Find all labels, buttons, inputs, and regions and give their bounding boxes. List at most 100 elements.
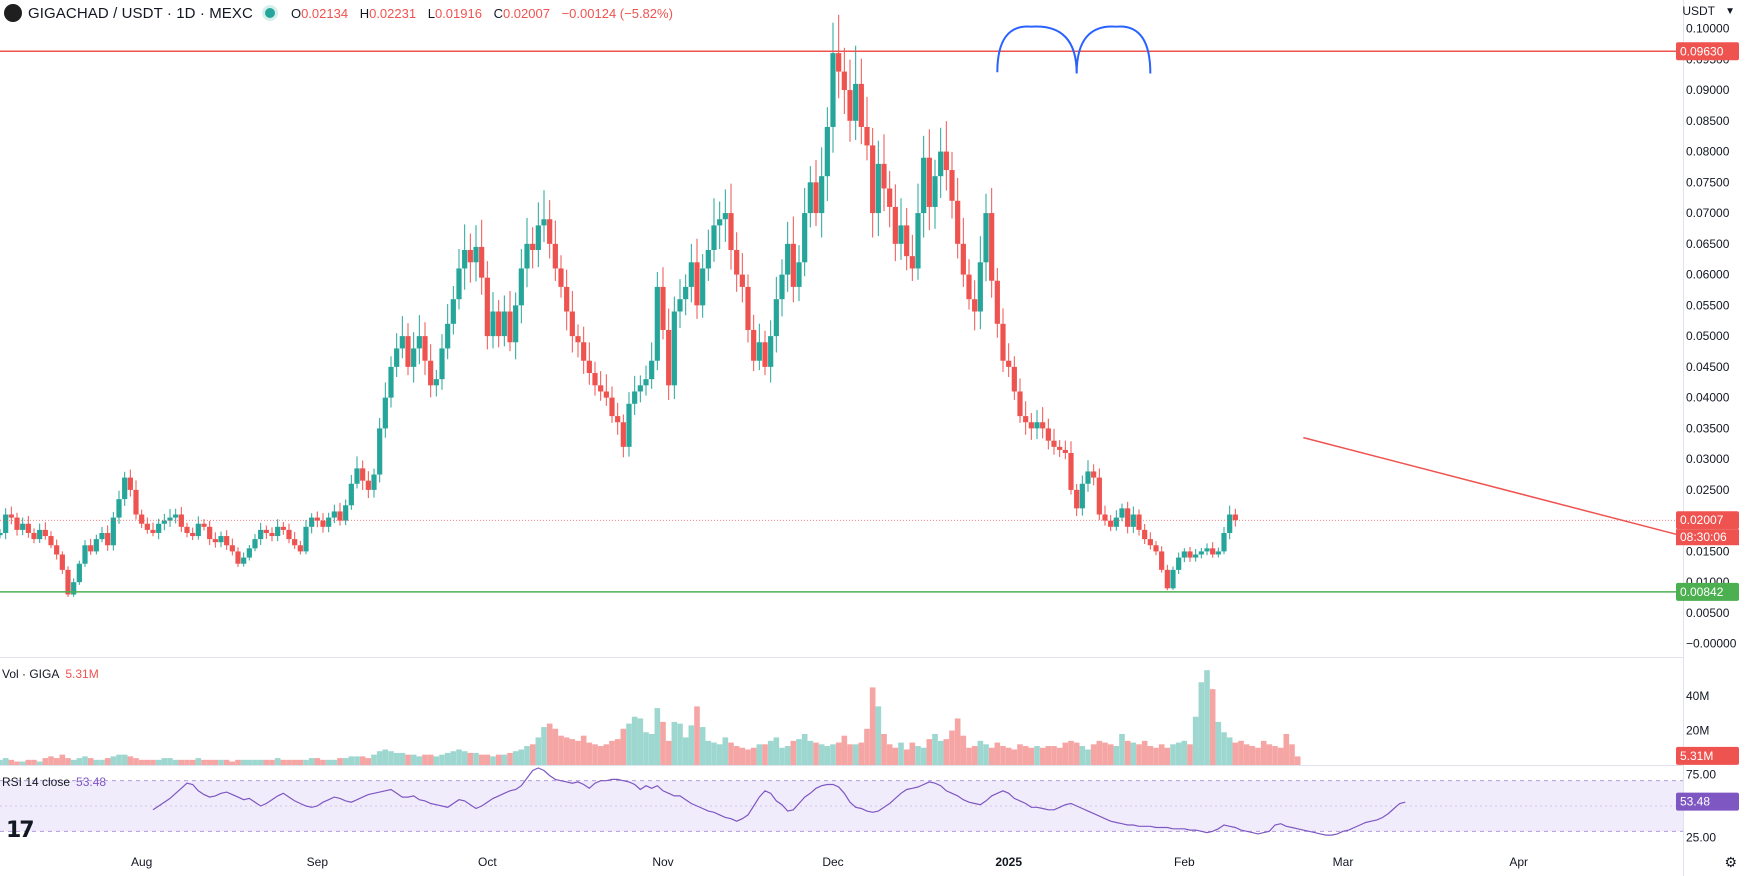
candle-body — [354, 468, 360, 484]
volume-bar — [150, 759, 156, 765]
volume-bar — [796, 739, 802, 765]
rsi-price-label: 53.48 — [1680, 795, 1710, 809]
candle-body — [1079, 483, 1085, 509]
volume-bar — [858, 742, 865, 765]
volume-bar — [631, 716, 638, 765]
volume-bar — [529, 744, 536, 765]
last-price-label: 0.02007 — [1680, 513, 1724, 527]
candle-body — [745, 286, 751, 330]
market-status-icon — [264, 8, 275, 18]
candle-body — [348, 483, 354, 506]
volume-bar — [257, 759, 264, 765]
volume-bar — [767, 740, 774, 765]
volume-bar — [388, 751, 394, 765]
double-top-drawing[interactable] — [996, 25, 1152, 74]
symbol-title[interactable]: GIGACHAD / USDT · 1D · MEXC — [28, 4, 253, 22]
volume-bar — [654, 708, 661, 765]
candle-body — [428, 360, 434, 386]
volume-bar — [813, 742, 819, 765]
y-tick-label: 0.04500 — [1686, 360, 1730, 374]
candle-body — [768, 336, 774, 367]
candle-body — [1221, 532, 1227, 552]
volume-bar — [410, 754, 417, 765]
candle-body — [144, 523, 150, 530]
y-tick-label: 0.03500 — [1686, 421, 1730, 435]
volume-bar — [688, 725, 695, 765]
rsi-axis-label: 25.00 — [1686, 831, 1716, 845]
rsi-value: 53.48 — [76, 775, 107, 789]
currency-selector[interactable]: USDT — [1682, 4, 1715, 18]
volume-bar — [1130, 742, 1137, 765]
volume-bar — [93, 759, 100, 765]
volume-bar — [495, 754, 502, 765]
candle-body — [484, 277, 490, 337]
candle-body — [365, 480, 371, 490]
candle-body — [320, 520, 326, 527]
candle-body — [1023, 416, 1029, 423]
volume-bar — [518, 749, 525, 765]
candle-body — [813, 182, 819, 214]
candle-body — [1085, 471, 1091, 484]
candle-body — [751, 329, 757, 361]
volume-bar — [235, 759, 241, 765]
candle-body — [909, 256, 915, 269]
candle-body — [887, 188, 893, 207]
volume-bar — [1102, 742, 1108, 765]
candle-body — [292, 539, 298, 546]
volume-bar — [886, 744, 893, 765]
candle-body — [592, 373, 598, 386]
candle-body — [161, 520, 167, 524]
volume-bar — [541, 727, 547, 765]
chevron-down-icon[interactable]: ▼ — [1725, 6, 1735, 17]
candle-body — [1232, 514, 1238, 521]
candle-body — [671, 311, 677, 386]
volume-bar — [722, 737, 729, 765]
rsi-line — [152, 767, 1406, 836]
volume-bar — [133, 758, 139, 765]
candle-body — [700, 268, 706, 306]
volume-bar — [354, 756, 360, 765]
volume-bar — [240, 759, 247, 765]
candle-body — [65, 569, 71, 595]
candle-body — [201, 523, 207, 527]
candle-body — [394, 348, 400, 367]
candle-body — [819, 176, 825, 214]
candle-body — [785, 243, 791, 275]
candle-body — [450, 299, 456, 324]
volume-bar — [1011, 749, 1018, 765]
candle-body — [286, 529, 292, 540]
volume-bar — [184, 759, 190, 765]
candle-body — [405, 336, 411, 367]
volume-bar — [1181, 740, 1188, 765]
y-tick-label: 0.06000 — [1686, 268, 1730, 282]
volume-bar — [127, 756, 134, 765]
change-value: −0.00124 (−5.82%) — [561, 5, 673, 21]
candle-body — [218, 536, 224, 543]
volume-bar — [546, 723, 553, 765]
candle-body — [501, 311, 507, 337]
volume-bar — [824, 746, 831, 765]
candle-body — [456, 268, 462, 300]
volume-bar — [53, 758, 60, 765]
volume-bar — [507, 752, 513, 765]
volume-bar — [439, 754, 445, 765]
x-tick-label: Oct — [478, 855, 497, 869]
candle-body — [955, 200, 961, 244]
volume-bar — [1136, 744, 1142, 765]
volume-bar — [144, 759, 151, 765]
candle-body — [1006, 360, 1012, 367]
candle-body — [116, 499, 122, 518]
x-tick-label: Nov — [652, 855, 673, 869]
volume-bar — [25, 759, 32, 765]
settings-icon[interactable]: ⚙ — [1724, 854, 1737, 870]
candle-body — [802, 213, 808, 263]
candle-body — [99, 532, 105, 540]
descending-trendline[interactable] — [1303, 436, 1684, 537]
candle-body — [875, 163, 881, 214]
volume-bar — [433, 756, 440, 765]
candle-body — [1074, 489, 1080, 509]
volume-bar — [308, 758, 315, 765]
volume-bar — [274, 758, 281, 765]
candle-body — [762, 342, 768, 367]
